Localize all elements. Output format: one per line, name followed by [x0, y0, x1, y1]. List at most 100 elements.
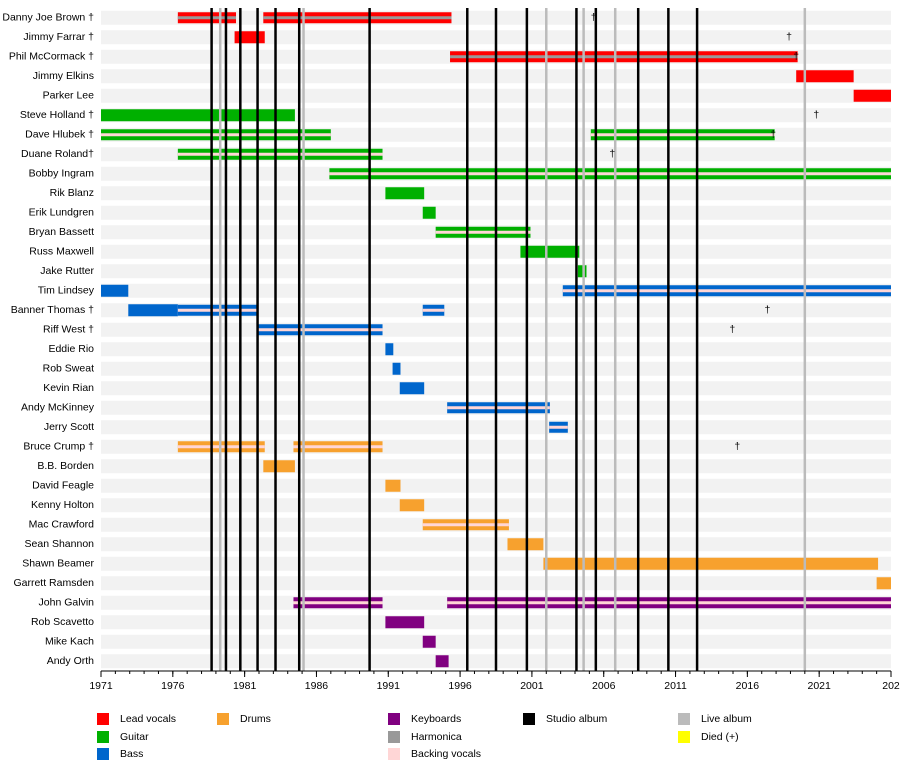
legend-label: Drums [240, 713, 271, 725]
legend-swatch [678, 713, 690, 725]
death-marker: † [813, 109, 819, 121]
legend-swatch [217, 713, 229, 725]
legend-swatch [388, 713, 400, 725]
membership-bar [853, 89, 891, 102]
membership-bar [520, 245, 580, 258]
member-name: Parker Lee [43, 90, 95, 102]
membership-bar [392, 362, 401, 375]
membership-bar [422, 635, 436, 648]
legend-swatch [678, 731, 690, 743]
secondary-role-stripe [447, 406, 550, 410]
legend-label: Keyboards [411, 713, 461, 725]
member-name: Russ Maxwell [29, 246, 94, 258]
legend-swatch [97, 731, 109, 743]
membership-bar [577, 265, 587, 278]
membership-bar [385, 616, 425, 629]
legend-label: Bass [120, 748, 143, 760]
membership-bar [263, 460, 295, 473]
secondary-role-stripe [562, 289, 891, 293]
membership-bar [101, 109, 295, 122]
death-marker: † [770, 129, 776, 141]
membership-bar [385, 187, 425, 200]
membership-bar [385, 343, 394, 356]
member-name: Jake Rutter [40, 265, 94, 277]
membership-bar [507, 538, 544, 551]
member-name: Andy McKinney [21, 402, 95, 414]
secondary-role-stripe [293, 445, 383, 449]
membership-bar [128, 304, 178, 317]
membership-bar [543, 557, 879, 570]
x-tick-label: 1986 [305, 680, 329, 692]
member-name: Jimmy Elkins [33, 70, 94, 82]
legend-label: Died (+) [701, 731, 739, 743]
member-name: Banner Thomas † [11, 304, 94, 316]
x-tick-label: 1996 [448, 680, 472, 692]
labels: Danny Joe Brown † Jimmy Farrar † Phil McCo… [2, 12, 900, 760]
member-name: Jerry Scott [44, 421, 94, 433]
secondary-role-stripe [422, 523, 509, 527]
secondary-role-stripe [422, 308, 445, 312]
secondary-role-stripe [590, 133, 775, 137]
member-name: Dave Hlubek † [25, 129, 94, 141]
death-marker: † [729, 324, 735, 336]
member-name: B.B. Borden [37, 460, 94, 472]
member-name: Steve Holland † [20, 109, 94, 121]
secondary-role-stripe [177, 308, 258, 312]
member-name: Jimmy Farrar † [23, 31, 94, 43]
member-name: Rob Sweat [43, 363, 94, 375]
secondary-role-stripe [435, 230, 531, 234]
legend-label: Harmonica [411, 731, 462, 743]
membership-bar [876, 577, 891, 590]
secondary-role-stripe [329, 172, 891, 176]
x-tick-label: 1971 [89, 680, 113, 692]
x-tick-label: 2006 [592, 680, 616, 692]
secondary-role-stripe [101, 133, 331, 137]
member-name: Shawn Beamer [22, 558, 94, 570]
membership-bar [796, 70, 854, 83]
secondary-role-stripe [177, 16, 237, 20]
legend-swatch [388, 748, 400, 760]
legend-label: Studio album [546, 713, 608, 725]
member-name: Danny Joe Brown † [2, 12, 94, 24]
secondary-role-stripe [293, 601, 383, 605]
death-marker: † [591, 12, 597, 24]
legend-label: Backing vocals [411, 748, 481, 760]
member-name: Bruce Crump † [23, 441, 94, 453]
member-name: Rik Blanz [50, 187, 94, 199]
album-lines [210, 8, 807, 671]
death-marker: † [609, 148, 615, 160]
legend-label: Live album [701, 713, 752, 725]
x-tick-label: 2011 [664, 680, 687, 692]
legend-swatch [388, 731, 400, 743]
legend-swatch [97, 713, 109, 725]
member-name: Phil McCormack † [9, 51, 94, 63]
membership-bar [422, 206, 436, 219]
secondary-role-stripe [257, 328, 383, 332]
x-tick-label: 1991 [377, 680, 401, 692]
legend-label: Guitar [120, 731, 149, 743]
x-tick-label: 1981 [233, 680, 257, 692]
x-tick-label: 2021 [808, 680, 832, 692]
member-name: Erik Lundgren [29, 207, 95, 219]
legend-label: Lead vocals [120, 713, 176, 725]
death-marker: † [793, 51, 799, 63]
death-marker: † [786, 31, 792, 43]
secondary-role-stripe [450, 55, 798, 59]
x-tick-label: 2016 [736, 680, 760, 692]
death-marker: † [734, 441, 740, 453]
membership-bar [101, 284, 129, 297]
membership-bar [399, 499, 425, 512]
secondary-role-stripe [177, 152, 383, 156]
death-marker: † [765, 304, 771, 316]
member-name: Mac Crawford [29, 519, 95, 531]
legend-swatch [97, 748, 109, 760]
x-tick-label: 1976 [161, 680, 185, 692]
secondary-role-stripe [263, 16, 452, 20]
member-name: Bobby Ingram [29, 168, 95, 180]
member-name: Tim Lindsey [38, 285, 95, 297]
x-tick-label: 2001 [520, 680, 544, 692]
member-name: Kevin Rian [43, 382, 94, 394]
member-name: Mike Kach [45, 636, 94, 648]
member-name: David Feagle [32, 480, 94, 492]
